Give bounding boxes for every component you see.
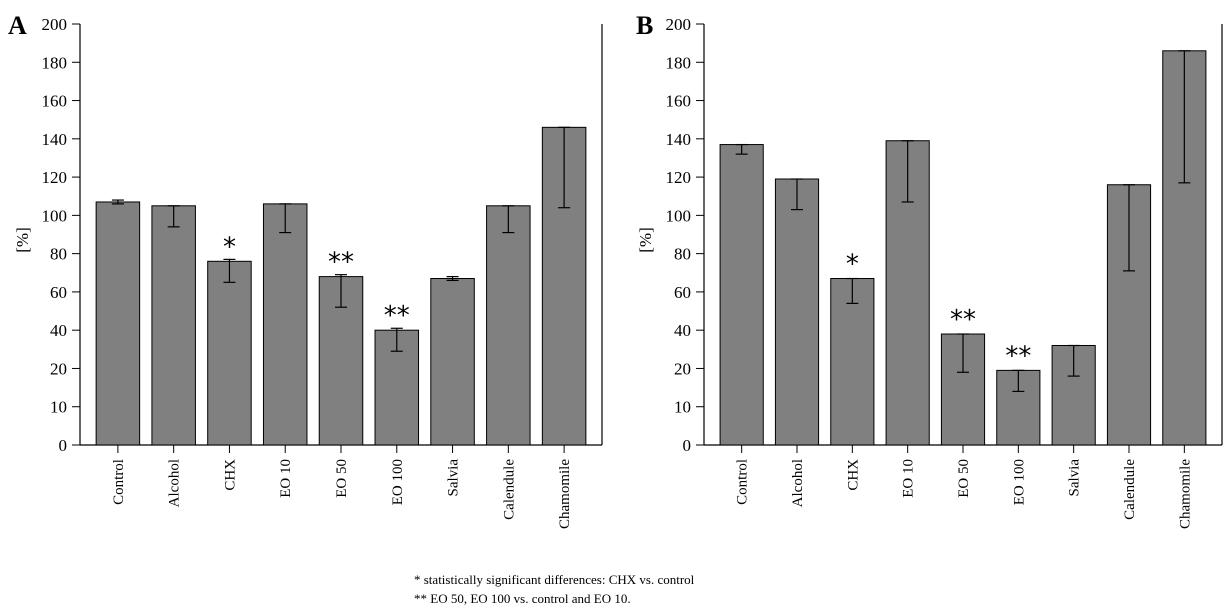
y-tick-label: 200 (666, 15, 692, 34)
bar-chx (207, 260, 252, 446)
bar-chx (830, 278, 875, 446)
y-tick-label: 160 (666, 92, 692, 111)
y-axis-label: [%] (13, 227, 32, 252)
y-tick-label: 80 (674, 245, 691, 264)
y-tick-label: 60 (50, 283, 67, 302)
bar-calendule (486, 205, 531, 446)
y-tick-label: 200 (42, 15, 68, 34)
y-tick-label: 160 (42, 92, 68, 111)
x-tick-label: CHX (845, 459, 861, 491)
y-tick-label: 180 (42, 53, 68, 72)
x-tick-label: EO 50 (334, 459, 350, 498)
x-tick-label: Alcohol (790, 459, 806, 507)
y-tick-label: 0 (59, 436, 68, 455)
y-tick-label: 120 (42, 168, 68, 187)
x-tick-label: EO 100 (390, 459, 406, 505)
bar-alcohol (774, 178, 820, 446)
x-tick-label: Calendule (1122, 459, 1138, 520)
y-tick-label: 80 (50, 245, 67, 264)
significance-marker: ** (1005, 341, 1031, 371)
x-tick-label: EO 10 (901, 459, 917, 498)
chart-panel-b: B 0 10 20 40 60 80 100 120 140 160 180 200 [%] Control… (636, 11, 1223, 529)
x-tick-label: EO 50 (956, 459, 972, 498)
y-tick-label: 0 (683, 436, 692, 455)
x-tick-label: EO 10 (278, 459, 294, 498)
y-tick-label: 140 (666, 130, 692, 149)
chart-panel-a: A 0 10 20 40 60 80 100 120 140 160 180 200 [%] Control… (8, 11, 603, 529)
significance-marker: * (223, 232, 236, 262)
x-tick-label: Salvia (1067, 459, 1083, 497)
x-tick-label: Calendule (501, 459, 517, 520)
significance-marker: * (846, 250, 859, 280)
y-tick-label: 60 (674, 283, 691, 302)
y-axis-label: [%] (636, 227, 655, 252)
bar-control (719, 144, 764, 446)
bar-alcohol (151, 205, 196, 446)
x-tick-label: Control (111, 459, 127, 505)
y-tick-label: 100 (666, 206, 692, 225)
x-tick-label: CHX (222, 459, 238, 491)
y-tick-label: 20 (50, 359, 67, 378)
y-tick-label: 140 (42, 130, 68, 149)
x-tick-label: Control (735, 459, 751, 505)
y-tick-label: 40 (50, 321, 67, 340)
y-tick-label: 180 (666, 53, 692, 72)
x-tick-label: Chamomile (1177, 459, 1193, 529)
bar-eo-10 (262, 203, 308, 446)
y-tick-label: 10 (50, 398, 67, 417)
x-tick-label: Salvia (446, 459, 462, 497)
footnote-single-star: * statistically significant differences:… (414, 572, 695, 587)
footnote-double-star: ** EO 50, EO 100 vs. control and EO 10. (414, 591, 631, 606)
y-tick-label: 40 (674, 321, 691, 340)
x-tick-label: EO 100 (1011, 459, 1027, 505)
y-tick-label: 20 (674, 359, 691, 378)
y-tick-label: 10 (674, 398, 691, 417)
x-tick-label: Alcohol (167, 459, 183, 507)
y-tick-label: 120 (666, 168, 692, 187)
x-tick-label: Chamomile (557, 459, 573, 529)
bar-control (95, 201, 141, 446)
significance-marker: ** (328, 248, 354, 278)
significance-marker: ** (384, 301, 410, 331)
significance-marker: ** (950, 305, 976, 335)
y-tick-label: 100 (42, 206, 68, 225)
panel-label: A (8, 11, 27, 40)
bar-salvia (430, 278, 475, 446)
panel-label: B (636, 11, 653, 40)
